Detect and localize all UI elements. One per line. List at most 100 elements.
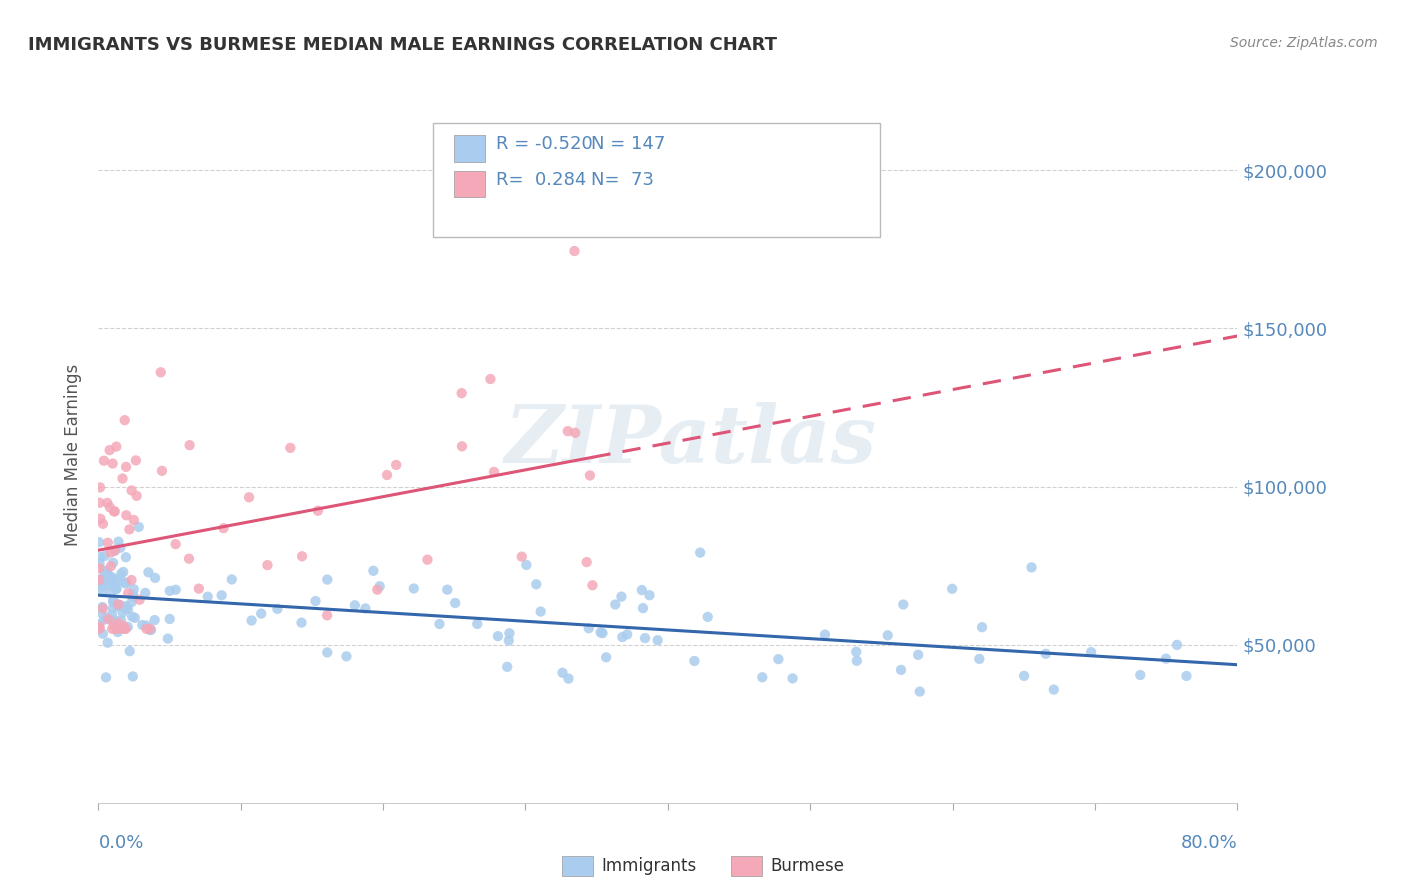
Point	[111, 606, 134, 620]
Point	[93, 576, 115, 591]
Point	[112, 619, 135, 633]
Point	[91, 572, 114, 586]
Point	[683, 654, 706, 668]
Point	[91, 516, 114, 531]
Point	[1154, 651, 1177, 665]
Point	[179, 438, 201, 452]
Point	[564, 244, 586, 258]
Point	[101, 601, 124, 615]
Point	[121, 609, 143, 624]
Point	[605, 598, 627, 612]
Point	[581, 578, 603, 592]
Point	[304, 594, 326, 608]
Point	[107, 625, 129, 640]
Point	[444, 596, 467, 610]
Point	[101, 622, 124, 636]
Point	[97, 577, 120, 591]
Point	[143, 613, 166, 627]
Point	[335, 649, 357, 664]
Point	[845, 654, 868, 668]
Point	[451, 439, 474, 453]
Point	[150, 464, 173, 478]
Point	[238, 490, 260, 504]
Point	[1043, 682, 1066, 697]
Point	[125, 489, 148, 503]
Point	[110, 566, 132, 581]
Point	[90, 572, 112, 586]
Text: IMMIGRANTS VS BURMESE MEDIAN MALE EARNINGS CORRELATION CHART: IMMIGRANTS VS BURMESE MEDIAN MALE EARNIN…	[28, 36, 778, 54]
Point	[212, 521, 235, 535]
Point	[93, 563, 115, 577]
Point	[115, 550, 138, 565]
Point	[104, 544, 127, 558]
Point	[111, 471, 134, 485]
Point	[496, 660, 519, 674]
Point	[103, 579, 125, 593]
Point	[118, 644, 141, 658]
Point	[1129, 668, 1152, 682]
Point	[482, 465, 505, 479]
Point	[149, 365, 172, 379]
Point	[515, 558, 537, 572]
Point	[385, 458, 408, 472]
Point	[814, 627, 837, 641]
Point	[97, 636, 120, 650]
Point	[89, 511, 111, 525]
Point	[93, 613, 115, 627]
Point	[107, 599, 129, 614]
Point	[465, 616, 488, 631]
Point	[110, 613, 132, 627]
Point	[96, 565, 118, 579]
Point	[103, 619, 125, 633]
Point	[510, 549, 533, 564]
Point	[638, 588, 661, 602]
Point	[908, 684, 931, 698]
Point	[122, 582, 145, 597]
Text: R=  0.284: R= 0.284	[496, 170, 586, 189]
Point	[105, 572, 128, 586]
Point	[165, 537, 187, 551]
Point	[1035, 647, 1057, 661]
Point	[107, 598, 129, 612]
Point	[156, 632, 179, 646]
Point	[139, 623, 162, 637]
Point	[291, 549, 314, 564]
Point	[97, 568, 120, 582]
Point	[114, 413, 136, 427]
Point	[97, 535, 120, 549]
Point	[416, 552, 439, 566]
Point	[135, 618, 157, 632]
Point	[557, 424, 579, 438]
Point	[266, 602, 288, 616]
Point	[579, 468, 602, 483]
Point	[498, 633, 520, 648]
Point	[139, 623, 162, 637]
Point	[696, 610, 718, 624]
Point	[89, 561, 111, 575]
Point	[479, 372, 502, 386]
Point	[307, 504, 329, 518]
Point	[363, 564, 385, 578]
Point	[616, 627, 638, 641]
Point	[128, 592, 150, 607]
Point	[845, 645, 868, 659]
Point	[450, 386, 472, 401]
Text: 0.0%: 0.0%	[98, 834, 143, 852]
Point	[1166, 638, 1188, 652]
Point	[211, 588, 233, 602]
Point	[114, 622, 136, 636]
Point	[100, 559, 122, 574]
Text: R = -0.520: R = -0.520	[496, 135, 593, 153]
Point	[970, 620, 993, 634]
Point	[115, 575, 138, 590]
Point	[354, 601, 377, 615]
Point	[634, 631, 657, 645]
Point	[112, 565, 135, 579]
Point	[134, 586, 156, 600]
Point	[139, 622, 162, 636]
Point	[564, 425, 586, 440]
Point	[486, 629, 509, 643]
Point	[124, 611, 146, 625]
Point	[316, 608, 339, 623]
Point	[524, 577, 547, 591]
